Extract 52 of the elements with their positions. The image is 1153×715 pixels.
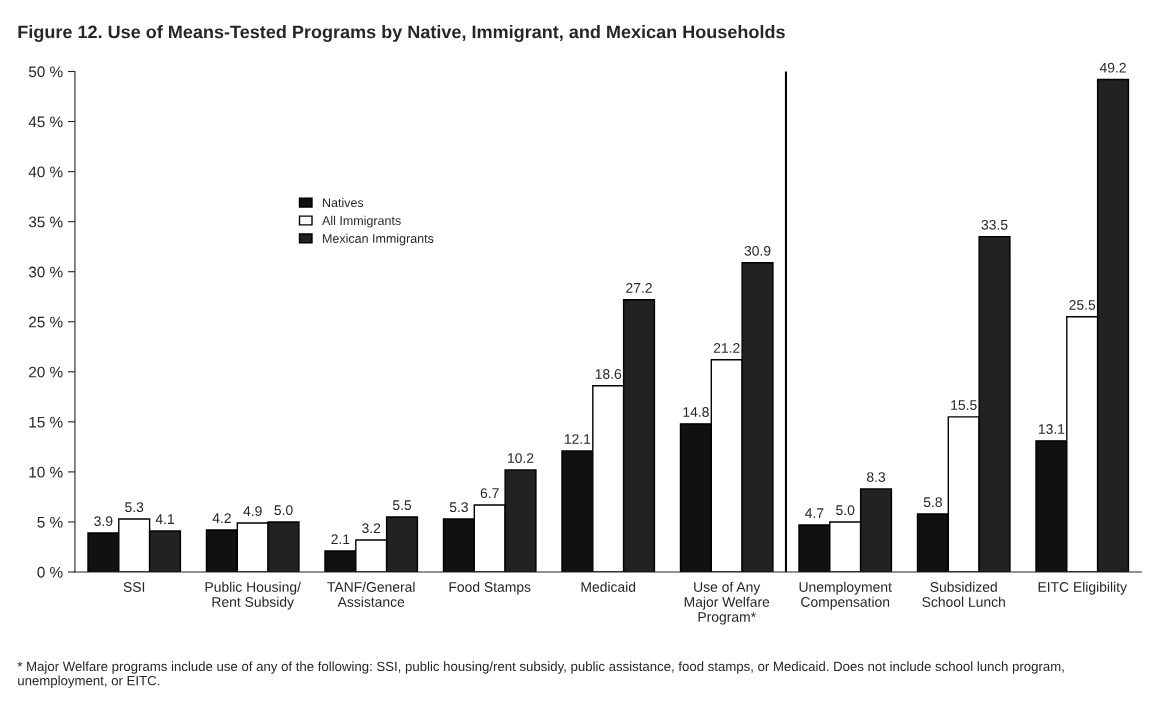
y-tick-label: 50 % xyxy=(28,66,63,78)
text: * Major Welfare programs include use of any of the following: SSI, public housing/rent subsidy, public assistance, food stamps, or Medicaid. Does not include school lunch program, unemployment, or EITC. xyxy=(17,661,1064,688)
legend-label: All Immigrants xyxy=(322,215,401,228)
x-tick-label: SSI xyxy=(123,582,145,592)
data-label: 18.6 xyxy=(595,369,622,379)
data-label: 13.1 xyxy=(1038,424,1065,434)
data-label: 10.2 xyxy=(508,453,534,463)
x-tick-label: Use of Any Major Welfare Program* xyxy=(684,581,770,625)
data-label: 5.0 xyxy=(274,505,293,516)
data-label: 5.3 xyxy=(449,502,468,513)
x-tick-label: Subsidized School Lunch xyxy=(922,581,1005,607)
y-tick-label: 45 % xyxy=(28,116,63,128)
data-label: 4.2 xyxy=(212,513,231,523)
x-tick-label: Food Stamps xyxy=(449,581,531,595)
x-tick-label: Medicaid xyxy=(581,581,636,592)
x-tick-label: Public Housing/ Rent Subsidy xyxy=(205,581,301,610)
data-label: 3.2 xyxy=(362,523,381,534)
data-label: 14.8 xyxy=(683,407,709,417)
data-label: 25.5 xyxy=(1069,300,1096,310)
data-label: 3.9 xyxy=(94,516,113,527)
data-label: 4.7 xyxy=(805,508,824,518)
y-tick-label: 25 % xyxy=(29,316,63,328)
data-label: 5.5 xyxy=(392,500,412,511)
data-label: 8.3 xyxy=(866,472,886,483)
data-label: 33.5 xyxy=(981,219,1008,230)
data-label: 21.2 xyxy=(713,343,740,353)
legend-label: Mexican Immigrants xyxy=(323,233,434,246)
x-tick-label: TANF/General Assistance xyxy=(327,581,415,607)
data-label: 49.2 xyxy=(1099,62,1126,73)
x-tick-label: Unemployment Compensation xyxy=(799,581,892,610)
data-label: 15.5 xyxy=(951,400,977,410)
data-label: 4.9 xyxy=(243,506,262,517)
data-label: 2.1 xyxy=(331,534,350,544)
data-label: 30.9 xyxy=(744,245,771,256)
y-tick-label: 5 % xyxy=(37,516,63,528)
chart-title: Figure 12. Use of Means-Tested Programs by Native, Immigrant, and Mexican Households xyxy=(18,25,785,42)
legend-label: Natives xyxy=(323,197,364,208)
y-tick-label: 30 % xyxy=(28,266,63,278)
data-label: 12.1 xyxy=(564,434,591,444)
data-label: 4.1 xyxy=(155,514,174,524)
data-label: 5.0 xyxy=(836,505,855,516)
y-tick-label: 40 % xyxy=(28,166,63,178)
y-tick-label: 15 % xyxy=(29,416,63,428)
y-tick-label: 35 % xyxy=(28,216,63,228)
data-label: 5.3 xyxy=(125,502,144,513)
data-label: 5.8 xyxy=(923,497,942,508)
x-tick-label: EITC Eligibility xyxy=(1038,581,1127,595)
y-tick-label: 20 % xyxy=(29,366,63,378)
data-label: 6.7 xyxy=(480,488,499,499)
data-label: 27.2 xyxy=(626,282,652,293)
y-tick-label: 10 % xyxy=(29,466,63,478)
y-tick-label: 0 % xyxy=(37,566,63,578)
